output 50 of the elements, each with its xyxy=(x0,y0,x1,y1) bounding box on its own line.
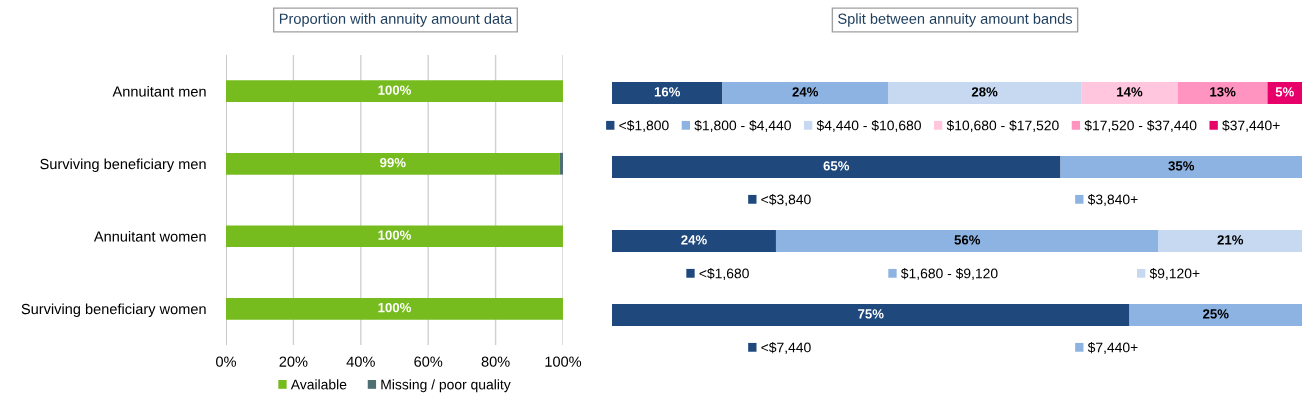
x-tick-label: 60% xyxy=(414,356,443,367)
x-tick-label: 100% xyxy=(545,356,582,367)
legend-label: $17,520 - $37,440 xyxy=(1084,119,1197,132)
y-tick-label: Surviving beneficiary men xyxy=(40,158,206,173)
x-tick-label: 0% xyxy=(216,356,237,367)
x-tick-label: 80% xyxy=(481,356,510,367)
data-label: 99% xyxy=(380,157,406,168)
data-label: 100% xyxy=(378,230,412,240)
legend-label: <$1,800 xyxy=(619,119,669,132)
data-label: 16% xyxy=(654,87,681,97)
legend-label: <$7,440 xyxy=(761,341,811,354)
data-label: 21% xyxy=(1217,235,1244,245)
legend-label: $1,680 - $9,120 xyxy=(900,267,998,280)
bar xyxy=(888,81,1082,105)
data-label: 24% xyxy=(792,87,819,97)
data-label: 100% xyxy=(378,85,412,95)
data-label: 13% xyxy=(1210,87,1236,97)
legend-label: $7,440+ xyxy=(1087,341,1138,354)
data-label: 28% xyxy=(971,87,998,97)
data-label: 35% xyxy=(1168,161,1195,171)
legend-label: $10,680 - $17,520 xyxy=(946,119,1059,132)
bar xyxy=(1267,81,1302,105)
legend-label: Missing / poor quality xyxy=(381,379,511,393)
chart-title: Proportion with annuity amount data xyxy=(279,13,513,27)
data-label: 56% xyxy=(954,235,981,245)
legend-label: $3,840+ xyxy=(1087,193,1138,206)
chart-title: Split between annuity amount bands xyxy=(838,13,1073,27)
legend-label: $9,120+ xyxy=(1149,267,1200,280)
data-label: 14% xyxy=(1117,87,1143,97)
bar xyxy=(722,81,888,105)
data-label: 75% xyxy=(858,309,884,319)
legend-label: $1,800 - $4,440 xyxy=(694,119,791,132)
data-label: 24% xyxy=(681,235,707,245)
bar xyxy=(612,81,723,105)
legend-label: $4,440 - $10,680 xyxy=(816,119,921,132)
data-label: 100% xyxy=(378,302,412,313)
bar xyxy=(1081,81,1178,105)
data-label: 5% xyxy=(1275,87,1294,97)
x-tick-label: 20% xyxy=(279,356,308,367)
legend-label: $37,440+ xyxy=(1222,119,1280,132)
x-tick-label: 40% xyxy=(346,356,375,367)
legend-label: Available xyxy=(290,379,347,390)
y-tick-label: Annuitant women xyxy=(93,230,206,242)
data-label: 65% xyxy=(823,161,850,171)
legend-label: <$3,840 xyxy=(761,193,811,206)
bar xyxy=(1177,81,1268,105)
data-label: 25% xyxy=(1203,309,1229,319)
y-tick-label: Annuitant men xyxy=(112,85,206,97)
y-tick-label: Surviving beneficiary women xyxy=(21,303,206,318)
legend-label: <$1,680 xyxy=(699,267,749,280)
